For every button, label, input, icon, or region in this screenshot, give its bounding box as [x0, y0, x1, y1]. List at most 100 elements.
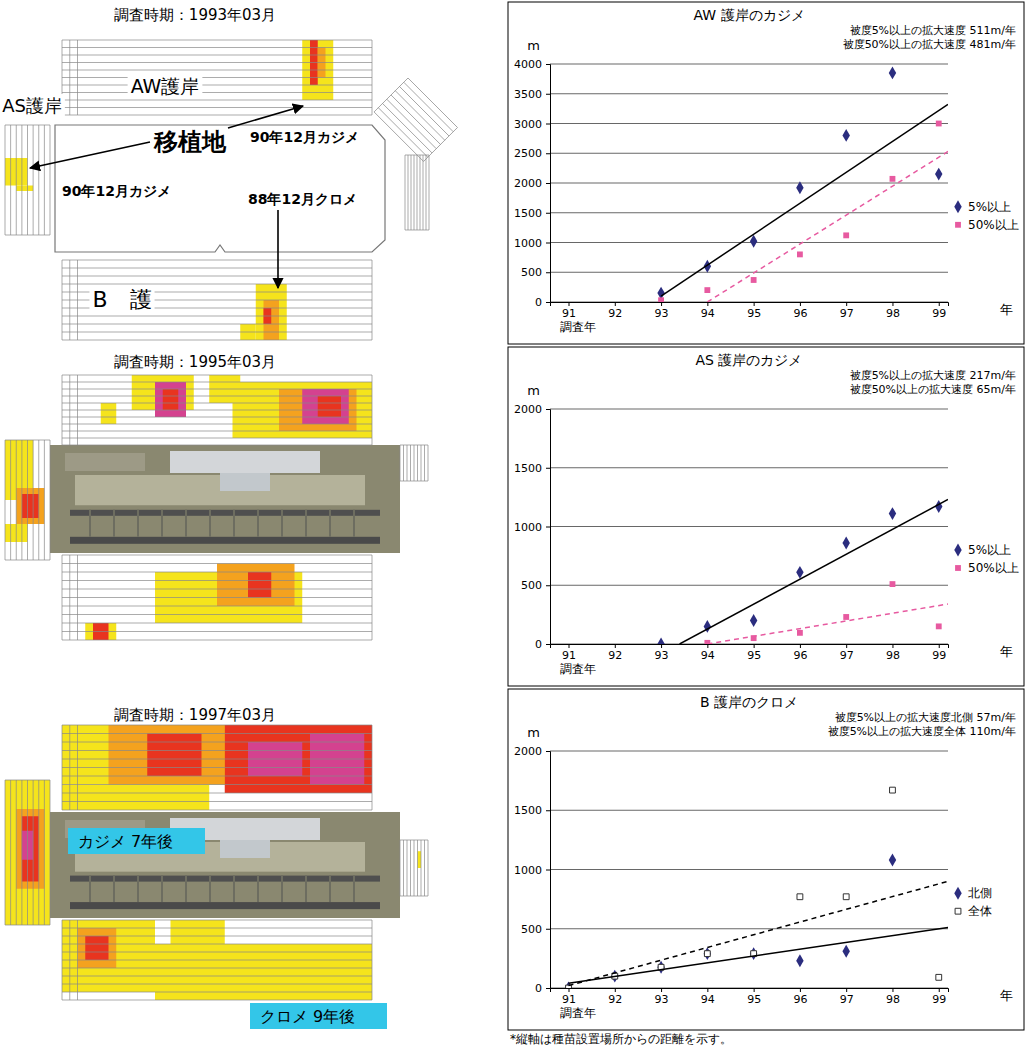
y-axis-title: m: [527, 725, 540, 740]
tick-label: 96: [793, 993, 807, 1006]
coverage-cell: [302, 389, 349, 424]
photo-taxiway: [305, 510, 307, 537]
gridline: [550, 123, 948, 124]
grid-lines: [400, 445, 428, 481]
tick-label: 0: [535, 296, 542, 309]
tick-label: 92: [608, 649, 622, 662]
map-panel: 調査時期：1993年03月AW護岸AS護岸移植地90年12月カジメ90年12月カ…: [0, 6, 457, 340]
grid-line: [372, 40, 373, 115]
grid-line: [27, 440, 28, 560]
grid-line: [62, 793, 372, 794]
grid-line: [5, 125, 6, 235]
tick-mark: [569, 302, 570, 306]
grid-line: [62, 77, 372, 78]
photo-terminal: [220, 840, 270, 858]
tick: 92: [608, 988, 622, 1006]
grid-line: [429, 155, 430, 230]
grid-line: [69, 920, 70, 1000]
tick: 97: [840, 988, 854, 1006]
grid-line: [62, 725, 63, 810]
grid-line: [38, 780, 39, 925]
tick-label: 98: [886, 307, 900, 320]
chart: 0500100015002000919293949596979899AS 護岸の…: [508, 347, 1024, 686]
data-point: [842, 945, 849, 958]
grid-line: [378, 108, 427, 157]
tick-mark: [661, 302, 662, 306]
photo-terminal: [170, 451, 320, 473]
tick-label: 1500: [514, 462, 542, 475]
coverage-cell: [171, 920, 225, 944]
photo-runway: [70, 876, 380, 882]
coverage-cell: [85, 936, 108, 960]
photo-taxiway: [185, 510, 187, 537]
gridline: [550, 183, 948, 184]
photo-taxiway: [161, 876, 163, 903]
grid-line: [407, 445, 408, 481]
data-point: [890, 581, 896, 587]
grid-line: [62, 631, 372, 632]
tick-mark: [892, 302, 893, 306]
data-point: [889, 66, 896, 79]
grid-line: [62, 396, 372, 397]
annotation: 被度5%以上の拡大速度 217m/年: [850, 369, 1016, 382]
coverage-cell: [155, 382, 186, 417]
legend-label: 全体: [968, 904, 992, 918]
grid-line: [69, 725, 70, 810]
tick: 1500: [514, 462, 550, 475]
grid-line: [62, 759, 372, 760]
grid-line: [77, 920, 78, 1000]
data-point: [843, 614, 849, 620]
x-axis-title: 調査年: [560, 662, 596, 676]
survey-grid: [62, 375, 372, 445]
grid-line: [62, 936, 372, 937]
grid-line: [44, 440, 45, 560]
tick-mark: [569, 644, 570, 648]
tick: 3000: [514, 118, 550, 131]
survey-grid: [62, 725, 372, 810]
grid-lines: [62, 920, 372, 1000]
tick-mark: [800, 302, 801, 306]
grid-line: [410, 445, 411, 481]
grid-line: [400, 840, 401, 896]
tick-label: 98: [886, 649, 900, 662]
grid-line: [62, 410, 372, 411]
data-point: [797, 894, 803, 900]
legend: 5%以上50%以上: [954, 543, 1018, 575]
tick-mark: [546, 468, 550, 469]
axis-line: [551, 303, 949, 307]
grid-line: [374, 78, 408, 112]
tick-mark: [546, 810, 550, 811]
grid-lines: [5, 780, 50, 925]
tick-mark: [754, 302, 755, 306]
data-point: [890, 176, 896, 182]
grid-line: [62, 920, 372, 921]
grid-line: [62, 70, 372, 71]
trend-line: [680, 499, 948, 644]
data-point: [889, 507, 896, 520]
coverage-cell: [264, 300, 280, 340]
tick-mark: [546, 409, 550, 410]
grid-line: [420, 155, 421, 230]
grid-line: [372, 920, 373, 1000]
data-point: [658, 297, 664, 302]
grid-line: [403, 840, 404, 896]
tick: 1000: [514, 237, 550, 250]
x-axis-unit: 年: [1000, 644, 1013, 659]
tick: 97: [840, 644, 854, 662]
tick: 0: [535, 296, 550, 309]
airport-outline: [55, 125, 385, 252]
coverage-cell: [147, 734, 201, 777]
grid-line: [10, 780, 11, 925]
x-axis-title: 調査年: [560, 1006, 596, 1020]
grid-line: [372, 555, 373, 640]
legend-label: 50%以上: [968, 218, 1019, 232]
callout-box: [250, 1003, 387, 1029]
grid-line: [62, 742, 372, 743]
legend: 5%以上50%以上: [954, 200, 1018, 232]
grid-line: [62, 976, 372, 977]
grid-line: [414, 840, 415, 896]
chart: 0500100015002000919293949596979899B 護岸のク…: [508, 689, 1024, 1030]
tick-label: 2000: [514, 403, 542, 416]
tick-mark: [615, 644, 616, 648]
tick: 4000: [514, 58, 550, 71]
